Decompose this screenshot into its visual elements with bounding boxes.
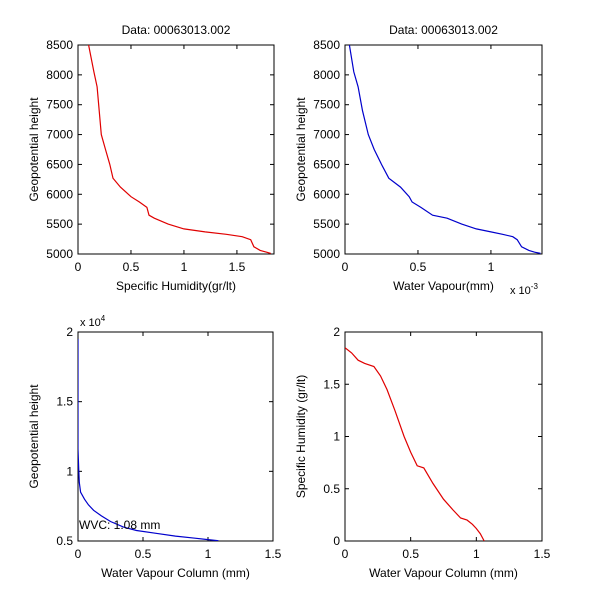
y-tick-label: 5500 — [313, 217, 340, 231]
y-tick-label: 1 — [333, 430, 340, 444]
y-tick-label: 6500 — [46, 157, 73, 171]
chart-title: Data: 00063013.002 — [122, 23, 231, 37]
x-tick-label: 1 — [205, 547, 212, 561]
plot-area-frame — [344, 331, 543, 542]
y-tick-label: 0.5 — [56, 534, 73, 548]
y-tick-label: 2 — [333, 325, 340, 339]
y-tick-label: 1.5 — [323, 377, 340, 391]
x-axis-label: Specific Humidity(gr/lt) — [116, 279, 236, 293]
x-tick-label: 0.5 — [402, 547, 419, 561]
wvc-annotation: WVC: 1.08 mm — [79, 518, 160, 532]
y-axis-label: Geopotential height — [27, 384, 41, 489]
y-tick-label: 1.5 — [56, 395, 73, 409]
x-axis-label: Water Vapour Column (mm) — [369, 566, 518, 580]
plot-area-frame — [77, 331, 274, 542]
plot-area-frame — [77, 44, 275, 255]
y-tick-label: 8000 — [313, 68, 340, 82]
y-tick-label: 2 — [66, 325, 73, 339]
y-axis-label: Geopotential height — [294, 97, 308, 202]
x-tick-label: 0.5 — [135, 547, 152, 561]
x-tick-label: 1 — [473, 547, 480, 561]
y-tick-label: 0.5 — [323, 482, 340, 496]
y-tick-label: 0 — [333, 534, 340, 548]
x-tick-label: 1.5 — [265, 547, 282, 561]
y-tick-label: 5000 — [46, 247, 73, 261]
chart-panel-4: 0 0.5 1 1.5 0 0.5 1 1.5 2 Water Vapour Column (mm… — [294, 325, 551, 580]
x-axis-label: Water Vapour(mm) — [393, 279, 494, 293]
y-tick-label: 8000 — [46, 68, 73, 82]
series-line-1 — [88, 45, 271, 254]
x-axis-label: Water Vapour Column (mm) — [101, 566, 250, 580]
y-tick-label: 6000 — [313, 187, 340, 201]
y-axis-multiplier: x 104 — [80, 314, 106, 329]
y-tick-label: 5500 — [46, 217, 73, 231]
y-axis-label: Specific Humidity (gr/lt) — [294, 375, 308, 498]
y-tick-label: 7000 — [46, 128, 73, 142]
y-axis-label: Geopotential height — [27, 97, 41, 202]
y-tick-label: 6500 — [313, 157, 340, 171]
x-tick-label: 1.5 — [229, 260, 246, 274]
x-tick-label: 0 — [75, 260, 82, 274]
x-tick-label: 1 — [181, 260, 188, 274]
series-line-1 — [345, 347, 485, 541]
y-tick-label: 7000 — [313, 128, 340, 142]
plot-area-frame — [344, 44, 543, 255]
x-tick-label: 0 — [75, 547, 82, 561]
chart-panel-1: 0 0.5 1 1.5 5000 5500 6000 6500 7000 7500 8000 8500… — [27, 23, 275, 293]
x-axis-multiplier: x 10-3 — [510, 282, 538, 297]
y-tick-label: 7500 — [46, 98, 73, 112]
x-tick-label: 1.5 — [534, 547, 551, 561]
y-tick-label: 7500 — [313, 98, 340, 112]
x-tick-label: 0.5 — [410, 260, 427, 274]
x-tick-label: 0 — [342, 260, 349, 274]
y-tick-label: 8500 — [313, 38, 340, 52]
y-tick-label: 1 — [66, 464, 73, 478]
x-tick-label: 0.5 — [123, 260, 140, 274]
series-line-1 — [348, 45, 541, 254]
y-tick-label: 5000 — [313, 247, 340, 261]
series-line-1 — [78, 339, 219, 541]
x-tick-label: 1 — [488, 260, 495, 274]
y-tick-label: 8500 — [46, 38, 73, 52]
x-tick-label: 0 — [342, 547, 349, 561]
y-tick-label: 6000 — [46, 187, 73, 201]
chart-title: Data: 00063013.002 — [389, 23, 498, 37]
chart-panel-2: 0 0.5 1 5000 5500 6000 6500 7000 7500 8000 8500 Dat… — [294, 23, 543, 297]
